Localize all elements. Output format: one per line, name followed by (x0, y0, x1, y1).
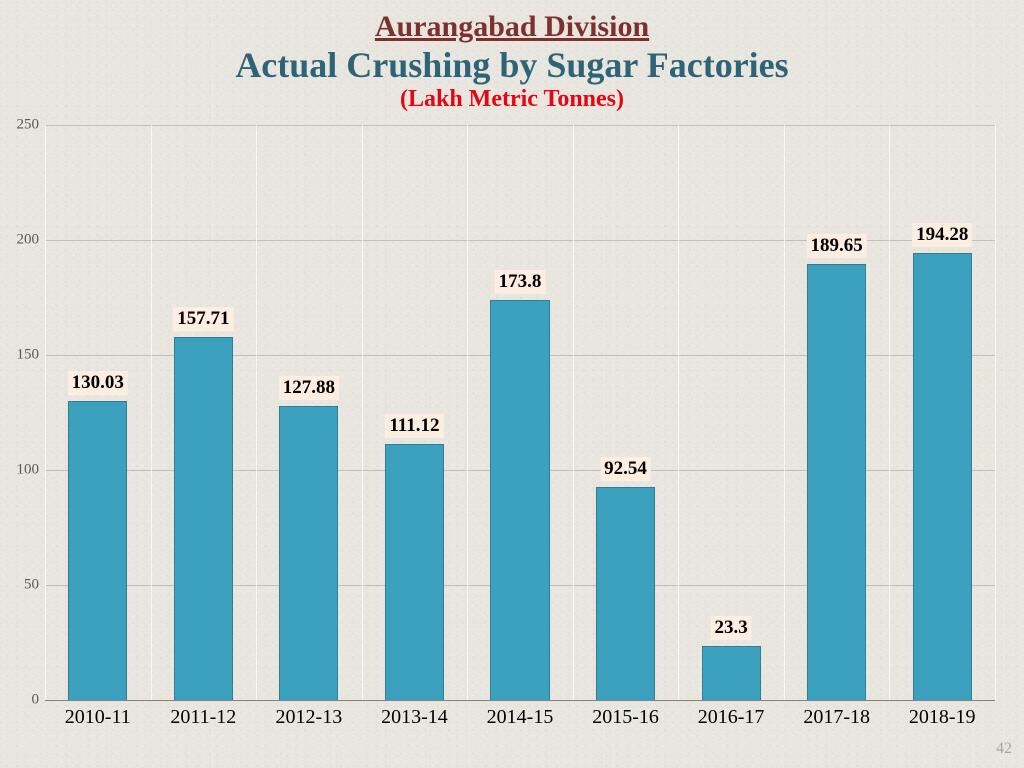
bar-value-label: 157.71 (173, 307, 233, 331)
bar (702, 646, 761, 700)
gridline-v (467, 125, 468, 700)
x-tick-label: 2017-18 (803, 700, 870, 729)
title-block: Aurangabad Division Actual Crushing by S… (0, 10, 1024, 113)
bar (596, 487, 655, 700)
x-tick-label: 2015-16 (592, 700, 659, 729)
bar (385, 444, 444, 700)
bar (490, 300, 549, 700)
gridline-v (784, 125, 785, 700)
gridline-v (889, 125, 890, 700)
slide: Aurangabad Division Actual Crushing by S… (0, 0, 1024, 768)
x-tick-label: 2016-17 (698, 700, 765, 729)
page-number: 42 (996, 740, 1012, 758)
gridline-v (995, 125, 996, 700)
y-tick-label: 50 (24, 577, 45, 594)
x-tick-label: 2010-11 (65, 700, 131, 729)
y-tick-label: 100 (17, 462, 46, 479)
gridline-v (151, 125, 152, 700)
y-tick-label: 250 (17, 117, 46, 134)
y-tick-label: 150 (17, 347, 46, 364)
x-tick-label: 2014-15 (487, 700, 554, 729)
chart-plot-area: 050100150200250130.032010-11157.712011-1… (45, 125, 995, 700)
y-tick-label: 0 (32, 692, 46, 709)
bar-value-label: 111.12 (385, 414, 443, 438)
bar-value-label: 194.28 (912, 223, 972, 247)
gridline-v (573, 125, 574, 700)
bar (913, 253, 972, 700)
gridline-h (45, 125, 995, 126)
chart-supertitle: Aurangabad Division (0, 10, 1024, 44)
bar-value-label: 130.03 (68, 371, 128, 395)
gridline-v (45, 125, 46, 700)
x-tick-label: 2013-14 (381, 700, 448, 729)
bar-value-label: 173.8 (495, 270, 546, 294)
gridline-v (256, 125, 257, 700)
y-tick-label: 200 (17, 232, 46, 249)
bar (279, 406, 338, 700)
bar (807, 264, 866, 700)
bar (174, 337, 233, 700)
chart-subtitle: (Lakh Metric Tonnes) (0, 86, 1024, 113)
bar-value-label: 92.54 (600, 457, 651, 481)
gridline-v (362, 125, 363, 700)
x-tick-label: 2018-19 (909, 700, 976, 729)
chart-title: Actual Crushing by Sugar Factories (0, 44, 1024, 86)
bar (68, 401, 127, 700)
x-tick-label: 2012-13 (276, 700, 343, 729)
bar-value-label: 23.3 (710, 616, 751, 640)
gridline-v (678, 125, 679, 700)
bar-value-label: 127.88 (279, 376, 339, 400)
x-tick-label: 2011-12 (170, 700, 236, 729)
bar-value-label: 189.65 (807, 234, 867, 258)
